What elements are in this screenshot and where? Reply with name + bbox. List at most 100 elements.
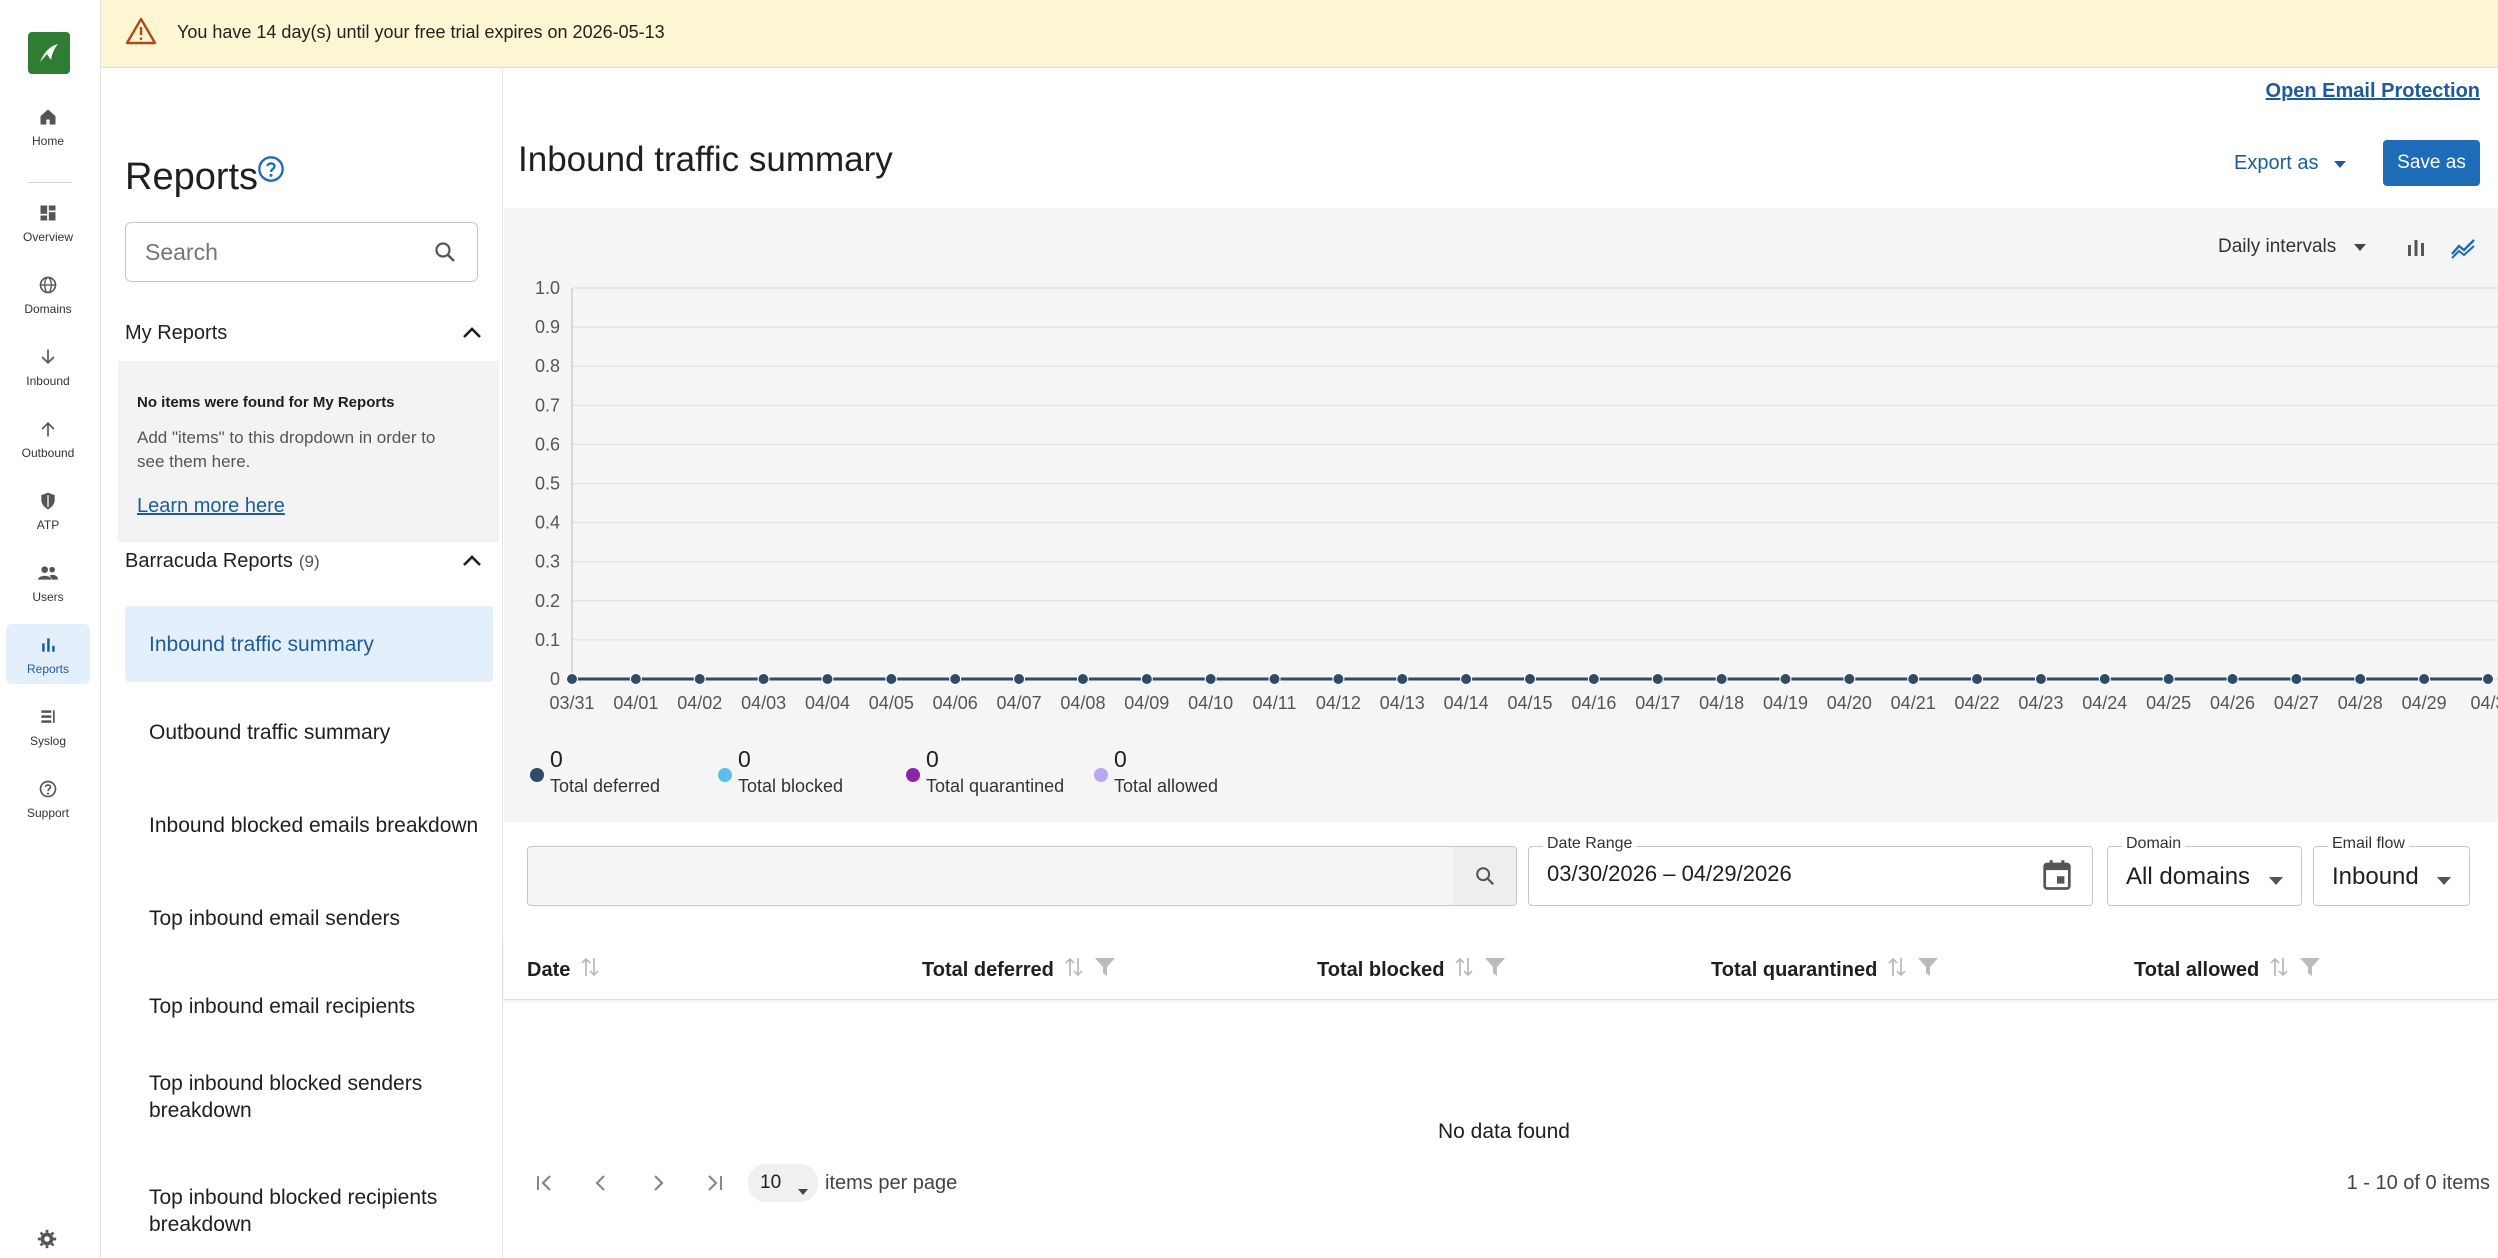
nav-outbound[interactable]: Outbound [6, 408, 90, 468]
nav-home[interactable]: Home [6, 96, 90, 156]
legend-value: 0 [738, 746, 751, 772]
column-header-total-quarantined[interactable]: Total quarantined [1711, 956, 1939, 984]
my-reports-header[interactable]: My Reports [125, 322, 503, 345]
sort-icon[interactable] [1454, 956, 1474, 984]
shield-icon [38, 489, 58, 513]
y-tick-label: 0.4 [535, 513, 560, 533]
report-item-inbound-traffic-summary[interactable]: Inbound traffic summary [125, 606, 493, 682]
chevron-up-icon[interactable] [461, 550, 483, 573]
nav-domains[interactable]: Domains [6, 264, 90, 324]
calendar-icon[interactable] [2042, 859, 2072, 896]
sort-icon[interactable] [580, 956, 600, 984]
x-tick-label: 04/03 [741, 693, 786, 713]
x-tick-label: 04/05 [869, 693, 914, 713]
data-point [1587, 673, 1600, 685]
last-page-icon[interactable] [703, 1170, 725, 1201]
x-tick-label: 04/07 [997, 693, 1042, 713]
data-point [2226, 673, 2239, 685]
empty-description: Add "items" to this dropdown in order to… [137, 428, 436, 471]
barracuda-reports-count: (9) [298, 551, 320, 571]
search-icon[interactable] [433, 240, 457, 269]
chevron-up-icon[interactable] [461, 322, 483, 345]
data-point [1076, 673, 1089, 685]
nav-users[interactable]: Users [6, 552, 90, 612]
learn-more-link[interactable]: Learn more here [137, 495, 285, 517]
filter-icon[interactable] [2299, 956, 2321, 984]
report-item-inbound-blocked-breakdown[interactable]: Inbound blocked emails breakdown [149, 813, 479, 837]
sort-icon[interactable] [1887, 956, 1907, 984]
nav-divider [28, 182, 72, 183]
email-flow-dropdown[interactable]: Email flow Inbound [2313, 835, 2470, 906]
filter-icon[interactable] [1917, 956, 1939, 984]
barracuda-logo[interactable] [28, 32, 70, 74]
nav-reports[interactable]: Reports [6, 624, 90, 684]
interval-dropdown[interactable]: Daily intervals [2218, 236, 2367, 258]
settings-gear-icon[interactable] [36, 1228, 58, 1255]
filter-icon[interactable] [1484, 956, 1506, 984]
nav-atp[interactable]: ATP [6, 480, 90, 540]
data-point [1204, 673, 1217, 685]
x-tick-label: 03/31 [549, 693, 594, 713]
report-search-input[interactable] [145, 237, 405, 267]
search-icon[interactable] [1454, 847, 1516, 905]
column-header-date[interactable]: Date [527, 956, 600, 984]
table-search-box [527, 846, 1517, 906]
data-point [1332, 673, 1345, 685]
domain-dropdown[interactable]: Domain All domains [2107, 835, 2302, 906]
nav-label: Overview [22, 229, 73, 244]
email-flow-value: Inbound [2332, 863, 2419, 890]
previous-page-icon[interactable] [590, 1170, 612, 1201]
export-dropdown[interactable]: Export as [2234, 152, 2347, 175]
legend-value: 0 [1114, 746, 1127, 772]
data-point [693, 673, 706, 685]
data-point [2290, 673, 2303, 685]
nav-syslog[interactable]: Syslog [6, 696, 90, 756]
y-tick-label: 0.9 [535, 317, 560, 337]
data-point [821, 673, 834, 685]
column-label: Total quarantined [1711, 958, 1878, 981]
line-chart-toggle-icon[interactable] [2450, 236, 2476, 265]
page-title: Inbound traffic summary [518, 140, 893, 179]
data-point [1268, 673, 1281, 685]
legend-dot-deferred [530, 768, 544, 782]
table-empty-message: No data found [1438, 1120, 1570, 1143]
open-email-protection-link[interactable]: Open Email Protection [2265, 80, 2480, 102]
nav-overview[interactable]: Overview [6, 192, 90, 252]
caret-down-icon [2269, 873, 2283, 891]
report-search-box [125, 222, 478, 282]
date-range-picker[interactable]: Date Range 03/30/2026 – 04/29/2026 [1528, 835, 2093, 906]
data-point [1907, 673, 1920, 685]
data-point [2482, 673, 2494, 685]
x-tick-label: 04/26 [2210, 693, 2255, 713]
help-icon[interactable] [257, 155, 285, 188]
page-size-dropdown[interactable]: 10 [748, 1164, 818, 1202]
sort-icon[interactable] [2269, 956, 2289, 984]
column-header-total-deferred[interactable]: Total deferred [922, 956, 1116, 984]
sort-icon[interactable] [1064, 956, 1084, 984]
legend-value: 0 [926, 746, 939, 772]
save-as-button[interactable]: Save as [2383, 140, 2480, 186]
next-page-icon[interactable] [647, 1170, 669, 1201]
nav-label: ATP [36, 517, 60, 532]
column-header-total-allowed[interactable]: Total allowed [2134, 956, 2321, 984]
report-item-top-inbound-senders[interactable]: Top inbound email senders [149, 906, 400, 930]
report-item-top-inbound-blocked-senders[interactable]: Top inbound blocked senders breakdown [149, 1072, 423, 1122]
bar-chart-toggle-icon[interactable] [2404, 236, 2428, 265]
first-page-icon[interactable] [534, 1170, 556, 1201]
nav-support[interactable]: Support [6, 768, 90, 828]
barracuda-reports-header[interactable]: Barracuda Reports (9) [125, 550, 503, 573]
nav-label: Home [31, 133, 64, 148]
report-item-top-inbound-blocked-recipients[interactable]: Top inbound blocked recipients breakdown [149, 1186, 438, 1236]
nav-inbound[interactable]: Inbound [6, 336, 90, 396]
x-tick-label: 04/23 [2018, 693, 2063, 713]
x-tick-label: 04/17 [1635, 693, 1680, 713]
x-tick-label: 04/16 [1571, 693, 1616, 713]
nav-label: Inbound [26, 373, 70, 388]
report-item-top-inbound-recipients[interactable]: Top inbound email recipients [149, 994, 416, 1018]
filter-icon[interactable] [1094, 956, 1116, 984]
report-item-outbound-traffic-summary[interactable]: Outbound traffic summary [149, 720, 391, 744]
table-search-input[interactable] [542, 861, 1442, 891]
column-header-total-blocked[interactable]: Total blocked [1317, 956, 1506, 984]
nav-label: Users [32, 589, 64, 604]
caret-down-icon [798, 1180, 808, 1202]
